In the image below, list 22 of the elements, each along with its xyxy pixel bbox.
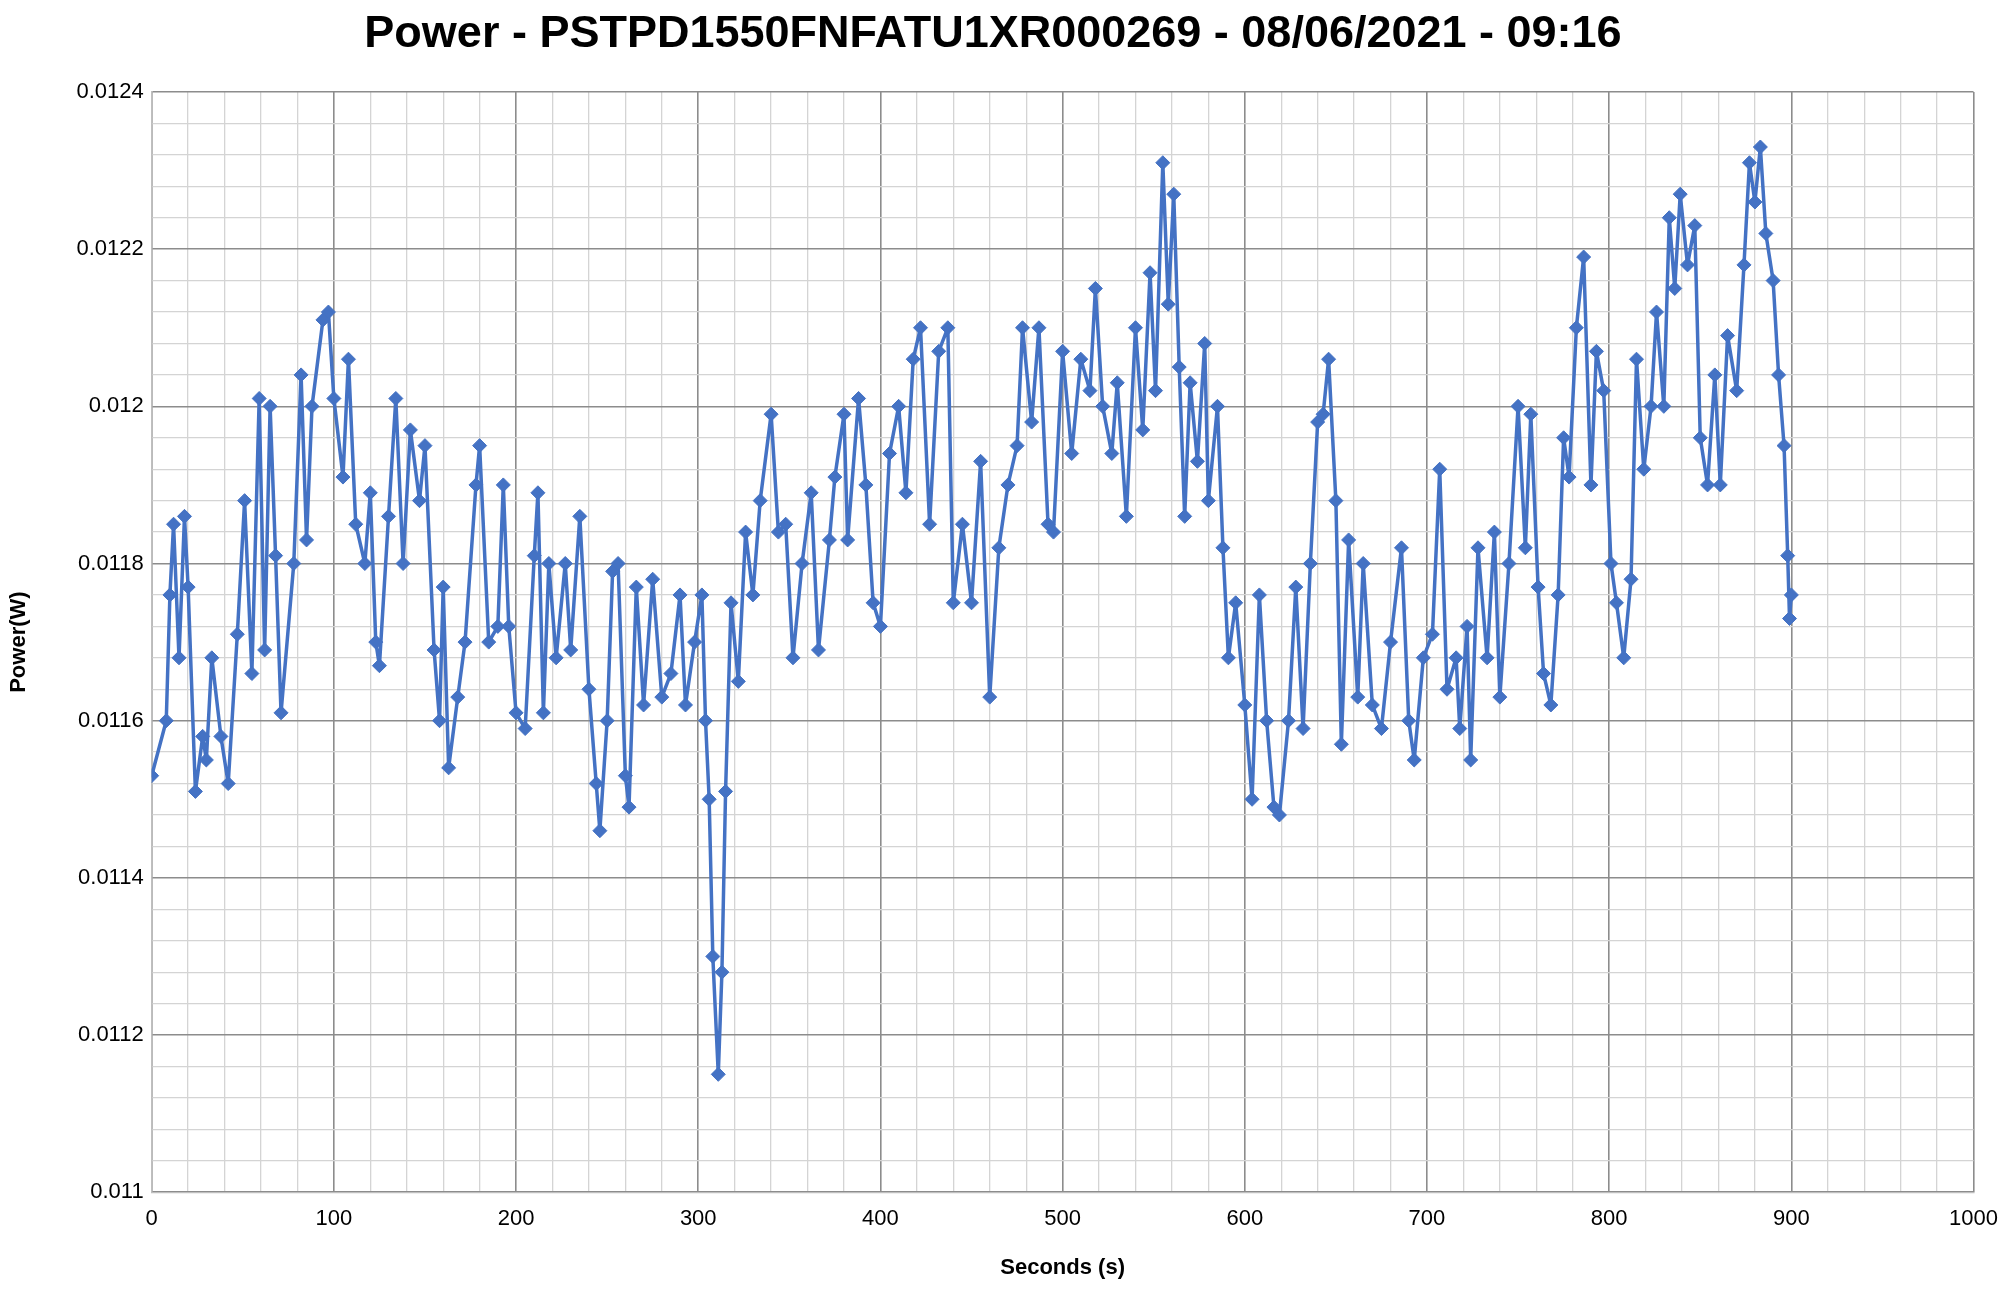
- y-tick-label: 0.0118: [78, 549, 144, 575]
- chart-title: Power - PSTPD1550FNFATU1XR000269 - 08/06/2021 - 09:16: [364, 6, 1622, 58]
- y-tick-label: 0.0114: [78, 863, 144, 889]
- y-tick-label: 0.011: [90, 1178, 144, 1204]
- y-tick-label: 0.0116: [78, 706, 144, 732]
- y-tick-label: 0.0112: [78, 1021, 144, 1047]
- x-tick-label: 600: [1226, 1205, 1264, 1231]
- y-tick-label: 0.0122: [76, 235, 144, 261]
- y-axis-title: Power(W): [5, 591, 31, 693]
- x-tick-label: 1000: [1949, 1205, 1999, 1231]
- x-tick-label: 200: [497, 1205, 535, 1231]
- x-tick-label: 900: [1772, 1205, 1810, 1231]
- x-tick-label: 400: [862, 1205, 899, 1231]
- x-tick-label: 500: [1044, 1205, 1081, 1231]
- y-tick-label: 0.012: [88, 392, 144, 418]
- x-tick-label: 0: [145, 1205, 158, 1231]
- x-tick-label: 800: [1590, 1205, 1628, 1231]
- x-axis-title: Seconds (s): [1000, 1253, 1125, 1279]
- x-tick-label: 100: [315, 1205, 353, 1231]
- x-tick-label: 300: [679, 1205, 717, 1231]
- y-tick-label: 0.0124: [76, 78, 144, 104]
- x-tick-label: 700: [1408, 1205, 1446, 1231]
